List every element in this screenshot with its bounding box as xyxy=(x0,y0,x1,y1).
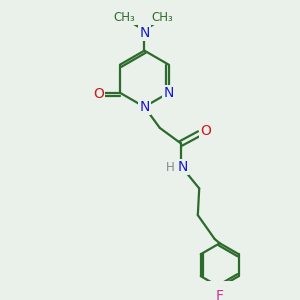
Text: N: N xyxy=(164,86,174,100)
Text: N: N xyxy=(139,100,150,114)
Text: N: N xyxy=(139,26,150,40)
Text: F: F xyxy=(216,289,224,300)
Text: H: H xyxy=(166,161,175,174)
Text: CH₃: CH₃ xyxy=(114,11,136,24)
Text: O: O xyxy=(93,87,104,101)
Text: N: N xyxy=(178,160,188,174)
Text: CH₃: CH₃ xyxy=(152,11,173,24)
Text: O: O xyxy=(200,124,211,138)
